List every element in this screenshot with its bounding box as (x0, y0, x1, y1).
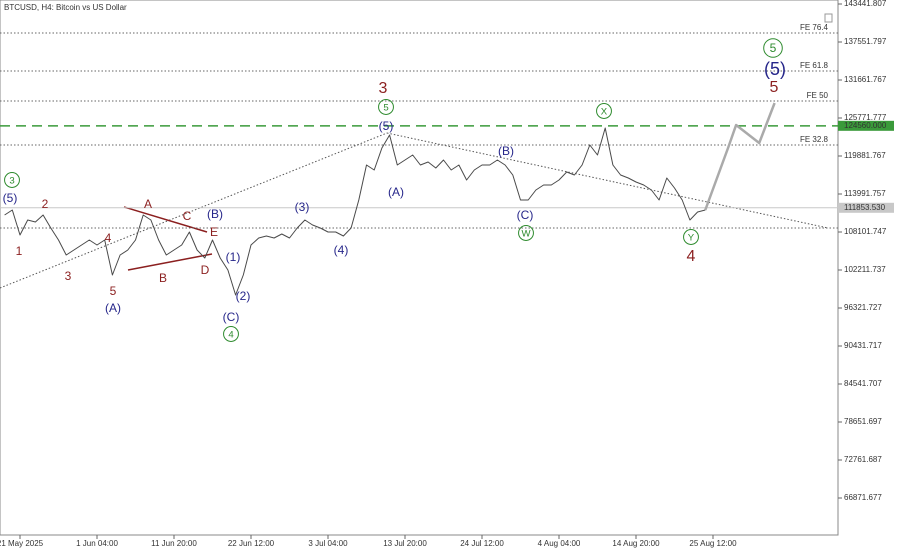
wave-label: (5) (379, 119, 394, 133)
wave-label: (5) (3, 191, 18, 205)
y-tick-label: 78651.697 (844, 417, 882, 426)
y-tick-label: 102211.737 (844, 265, 886, 274)
wave-label: 2 (42, 197, 49, 211)
wave-label: A (144, 197, 152, 211)
wave-label: 3 (65, 269, 72, 283)
fibo-label: FE 61.8 (800, 61, 829, 70)
wave-label: 4 (687, 248, 696, 265)
wave-label: 4 (105, 231, 112, 245)
wave-label: (2) (236, 289, 251, 303)
y-tick-label: 119881.767 (844, 151, 886, 160)
wave-label: W (521, 229, 531, 240)
wave-label: (C) (223, 310, 240, 324)
fibo-label: FE 32.8 (800, 135, 829, 144)
wave-label: X (601, 107, 608, 118)
y-tick-label: 72761.687 (844, 455, 882, 464)
y-tick-label: 90431.717 (844, 341, 882, 350)
y-tick-label: 137551.797 (844, 37, 887, 46)
x-tick-label: 13 Jul 20:00 (383, 539, 427, 548)
wave-label: 3 (9, 176, 14, 187)
wave-circle (378, 99, 394, 115)
y-tick-label: 84541.707 (844, 379, 882, 388)
wave-label: (B) (207, 207, 223, 221)
wave-circle (4, 172, 20, 188)
corner-icon (824, 13, 833, 23)
wave-circle (763, 38, 783, 58)
y-tick-label: 131661.767 (844, 75, 887, 84)
y-tick-label: 113991.757 (844, 189, 886, 198)
x-tick-label: 22 Jun 12:00 (228, 539, 275, 548)
x-tick-label: 3 Jul 04:00 (308, 539, 348, 548)
wave-label: C (183, 209, 192, 223)
x-tick-label: 14 Aug 20:00 (612, 539, 660, 548)
projection-line (704, 102, 776, 211)
wave-label: 5 (770, 41, 777, 55)
trend-line (0, 132, 388, 289)
wave-label: 5 (383, 103, 388, 114)
price-label: 111853.530 (844, 203, 886, 212)
wave-label: (4) (334, 243, 349, 257)
fibo-label: FE 50 (807, 91, 829, 100)
target-label-box (838, 120, 894, 131)
wave-label: (B) (498, 144, 514, 158)
triangle-line (127, 253, 213, 271)
wave-label: 3 (379, 80, 388, 97)
y-tick-label: 143441.807 (844, 0, 887, 8)
wave-circle (223, 326, 239, 342)
wave-label: D (201, 263, 210, 277)
wave-label: B (159, 271, 167, 285)
wave-label: Y (688, 233, 695, 244)
wave-circle (518, 225, 534, 241)
wave-label: (A) (388, 185, 404, 199)
chart-title: BTCUSD, H4: Bitcoin vs US Dollar (4, 3, 127, 12)
price-label-box (838, 202, 894, 213)
wave-label: (3) (295, 200, 310, 214)
price-line-series (4, 127, 706, 296)
x-tick-label: 25 Aug 12:00 (689, 539, 737, 548)
wave-label: (1) (226, 250, 241, 264)
plot-frame (0, 0, 839, 536)
wave-label: (5) (764, 59, 786, 79)
trend-line (386, 132, 829, 229)
x-tick-label: 24 Jul 12:00 (460, 539, 504, 548)
wave-label: 5 (770, 79, 779, 96)
y-tick-label: 66871.677 (844, 493, 882, 502)
y-tick-label: 108101.747 (844, 227, 887, 236)
wave-label: (C) (517, 208, 534, 222)
x-tick-label: 11 Jun 20:00 (151, 539, 197, 548)
wave-label: 4 (228, 330, 234, 341)
wave-label: 1 (16, 244, 23, 258)
wave-label: E (210, 225, 218, 239)
y-tick-label: 125771.777 (844, 113, 887, 122)
wave-circle (683, 229, 699, 245)
fibo-label: FE 76.4 (800, 23, 829, 32)
x-tick-label: 4 Aug 04:00 (538, 539, 581, 548)
wave-circle (596, 103, 612, 119)
wave-label: 5 (110, 284, 117, 298)
y-tick-label: 96321.727 (844, 303, 882, 312)
target-label: 124560.000 (844, 121, 887, 130)
x-tick-label: 21 May 2025 (0, 539, 44, 548)
wave-label: (A) (105, 301, 121, 315)
x-tick-label: 1 Jun 04:00 (76, 539, 118, 548)
